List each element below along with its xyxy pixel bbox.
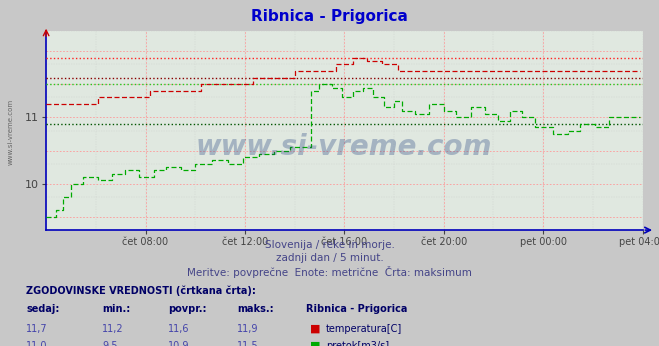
Text: povpr.:: povpr.: — [168, 304, 206, 315]
Text: ZGODOVINSKE VREDNOSTI (črtkana črta):: ZGODOVINSKE VREDNOSTI (črtkana črta): — [26, 285, 256, 296]
Text: 11,5: 11,5 — [237, 341, 259, 346]
Text: 11,0: 11,0 — [26, 341, 48, 346]
Text: 11,7: 11,7 — [26, 324, 48, 334]
Text: maks.:: maks.: — [237, 304, 274, 315]
Text: Ribnica - Prigorica: Ribnica - Prigorica — [306, 304, 408, 315]
Text: www.si-vreme.com: www.si-vreme.com — [8, 98, 14, 165]
Text: 9,5: 9,5 — [102, 341, 118, 346]
Text: 11,9: 11,9 — [237, 324, 259, 334]
Text: 11,6: 11,6 — [168, 324, 190, 334]
Text: zadnji dan / 5 minut.: zadnji dan / 5 minut. — [275, 253, 384, 263]
Text: ■: ■ — [310, 341, 320, 346]
Text: 10,9: 10,9 — [168, 341, 190, 346]
Text: 11,2: 11,2 — [102, 324, 124, 334]
Text: sedaj:: sedaj: — [26, 304, 60, 315]
Text: Ribnica - Prigorica: Ribnica - Prigorica — [251, 9, 408, 24]
Text: www.si-vreme.com: www.si-vreme.com — [196, 133, 492, 161]
Text: Slovenija / reke in morje.: Slovenija / reke in morje. — [264, 240, 395, 251]
Text: min.:: min.: — [102, 304, 130, 315]
Text: Meritve: povprečne  Enote: metrične  Črta: maksimum: Meritve: povprečne Enote: metrične Črta:… — [187, 266, 472, 278]
Text: ■: ■ — [310, 324, 320, 334]
Text: temperatura[C]: temperatura[C] — [326, 324, 403, 334]
Text: pretok[m3/s]: pretok[m3/s] — [326, 341, 389, 346]
